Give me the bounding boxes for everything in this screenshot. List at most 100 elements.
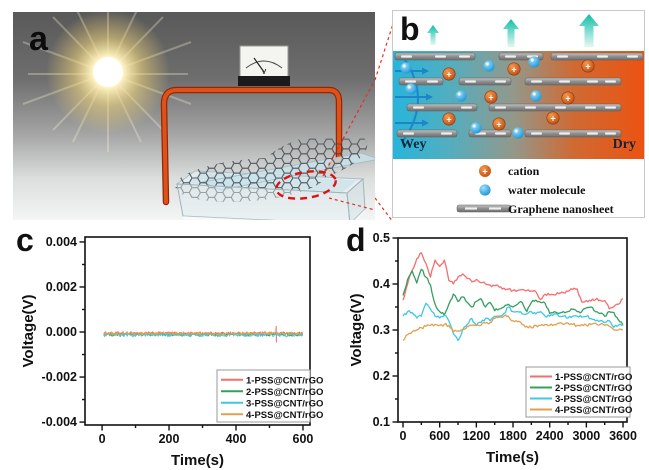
water-highlight — [530, 58, 534, 62]
legend-label: 3-PSS@CNT/rGO — [555, 394, 632, 405]
panel-b-letter: b — [400, 11, 420, 47]
y-tick-label: 0.2 — [373, 369, 390, 383]
panel-d-letter: d — [346, 222, 366, 258]
nanosheet-dash — [405, 80, 416, 83]
panel-b-drawing: + + + + + + + + + — [393, 14, 644, 213]
nanosheet-dash — [605, 132, 616, 135]
water-molecule-icon — [479, 184, 491, 196]
water-molecule-icon — [530, 90, 542, 102]
dry-label: Dry — [612, 137, 636, 152]
plus-sign: + — [482, 166, 487, 176]
nanosheet-dash — [531, 132, 542, 135]
series-line-2-PSS@CNT/rGO — [402, 268, 624, 326]
voltmeter: V — [238, 45, 290, 86]
y-tick-label: 0.4 — [373, 277, 390, 291]
cation-icon — [546, 111, 560, 125]
nanosheet-dash — [505, 55, 516, 58]
nanosheet-dash — [627, 55, 638, 58]
nanosheet-dash — [413, 106, 424, 109]
water-molecule-icon — [483, 60, 495, 72]
water-highlight — [402, 64, 406, 68]
cation-icon — [561, 91, 575, 105]
plus-sign: + — [446, 114, 451, 124]
water-molecule-label: water molecule — [508, 182, 586, 197]
red-wire-highlight — [161, 88, 341, 204]
plus-sign: + — [496, 119, 501, 129]
nanosheet-dash — [605, 80, 616, 83]
water-molecules — [400, 56, 542, 139]
plus-sign: + — [585, 61, 590, 71]
cation-icon — [492, 117, 506, 131]
legend-label: 3-PSS@CNT/rGO — [246, 398, 323, 409]
panel-a-photo: V a — [13, 12, 375, 220]
water-container-front — [176, 177, 366, 220]
x-tick-label: 0 — [99, 432, 106, 446]
nanosheet-dash — [461, 106, 472, 109]
nanosheet-dash — [403, 132, 414, 135]
panel-b-schematic: + + + + + + + + + b Wey Dry cation water molecu… — [392, 10, 645, 218]
graphene-nanosheet-icon — [458, 77, 512, 86]
plus-sign: + — [446, 69, 451, 79]
up-arrow-icon — [427, 25, 439, 45]
water-molecule-icon — [400, 62, 412, 74]
y-axis-title: Voltage(V) — [348, 293, 365, 366]
nanosheet-dash — [459, 55, 470, 58]
cation-icon — [484, 90, 498, 104]
x-tick-label: 200 — [159, 432, 180, 446]
graphene-nanosheet-icon — [524, 129, 622, 138]
legend-label: 4-PSS@CNT/rGO — [246, 410, 323, 421]
graphene-nanosheet-label: Graphene nanosheet — [508, 201, 614, 216]
evaporation-arrows — [427, 14, 599, 47]
highlight-dashed-ellipse — [275, 170, 337, 200]
nanosheet-dash — [597, 55, 608, 58]
water-molecule-icon — [455, 90, 467, 102]
x-tick-label: 1800 — [499, 429, 527, 443]
y-axis-title: Voltage(V) — [20, 294, 37, 367]
water-highlight — [514, 129, 518, 133]
cation-icon — [442, 67, 456, 81]
y-tick-label: -0.002 — [42, 370, 77, 384]
y-tick-label: -0.004 — [42, 415, 77, 429]
nanosheet-dash — [557, 55, 568, 58]
legend-label: 4-PSS@CNT/rGO — [555, 405, 632, 416]
series-line-3-PSS@CNT/rGO — [402, 302, 624, 342]
y-tick-label: 0.002 — [46, 280, 77, 294]
nanosheet-dash — [465, 80, 476, 83]
series-line-4-PSS@CNT/rGO — [402, 314, 624, 342]
up-arrow-icon — [503, 19, 519, 47]
graphene-nanosheet-icon — [398, 77, 444, 86]
flow-arrow-head — [422, 67, 429, 75]
nanosheet-dash — [495, 106, 506, 109]
water-molecule-icon — [470, 122, 482, 134]
series-line-4-PSS@CNT/rGO — [103, 331, 303, 336]
nanosheet-dash — [585, 106, 596, 109]
nanosheet-dash — [531, 80, 542, 83]
plus-sign: + — [511, 64, 516, 74]
cation-icon — [442, 112, 456, 126]
nanosheet-dash — [427, 80, 438, 83]
nanosheet-dash — [555, 106, 566, 109]
cation-icon — [507, 62, 521, 76]
legend-row-nanosheet: Graphene nanosheet — [508, 201, 614, 217]
legend-label: 1-PSS@CNT/rGO — [246, 375, 323, 386]
water-highlight — [457, 92, 461, 96]
plus-sign: + — [565, 93, 570, 103]
series-line-1-PSS@CNT/rGO — [402, 252, 624, 310]
sun-icon — [22, 12, 192, 152]
flow-arrow-head — [422, 119, 429, 127]
x-axis-title: Time(s) — [171, 452, 224, 469]
x-tick-label: 600 — [429, 429, 450, 443]
legend-label: 2-PSS@CNT/rGO — [246, 387, 323, 398]
legend-label: 2-PSS@CNT/rGO — [555, 383, 632, 394]
water-highlight — [532, 92, 536, 96]
legend-label: 1-PSS@CNT/rGO — [555, 372, 632, 383]
cation-icon — [479, 165, 491, 177]
x-axis-title: Time(s) — [486, 449, 539, 466]
nanosheet-dash — [587, 132, 598, 135]
x-tick-label: 400 — [226, 432, 247, 446]
legend-row-cation: cation — [508, 163, 539, 179]
y-tick-label: 0.000 — [46, 325, 77, 339]
nanosheet-dash — [525, 106, 536, 109]
graphene-nanosheet-icon — [456, 204, 512, 213]
